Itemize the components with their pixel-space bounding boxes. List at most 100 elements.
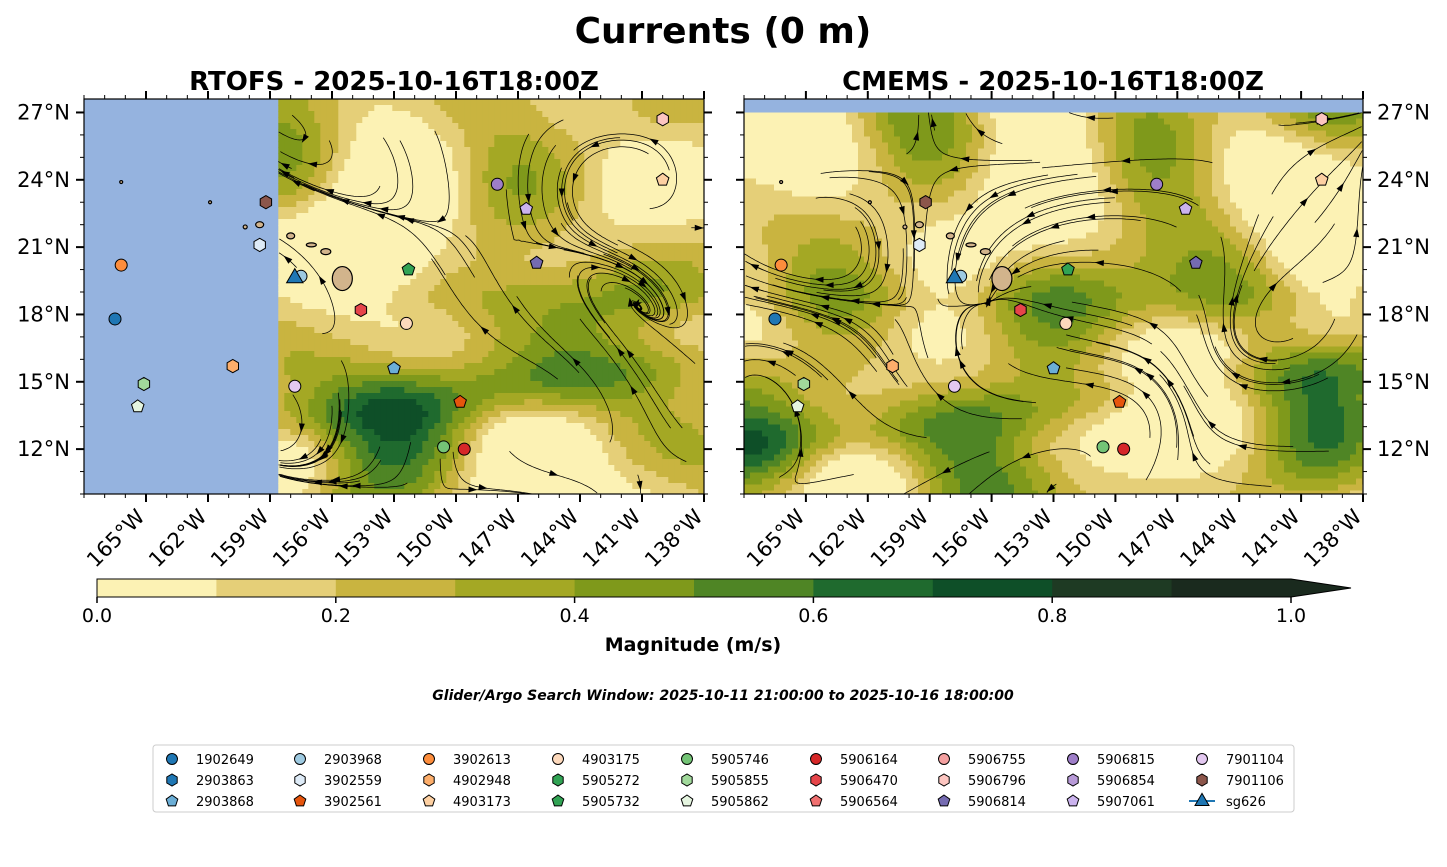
speed-cell xyxy=(332,261,339,268)
speed-cell xyxy=(386,123,393,130)
speed-cell xyxy=(500,465,507,472)
speed-cell xyxy=(608,201,615,208)
speed-cell xyxy=(308,327,315,334)
speed-cell xyxy=(458,201,465,208)
speed-cell xyxy=(674,465,681,472)
speed-cell xyxy=(458,339,465,346)
speed-cell xyxy=(368,351,375,358)
speed-cell xyxy=(578,165,585,172)
speed-cell xyxy=(596,225,603,232)
speed-cell xyxy=(410,375,417,382)
speed-cell xyxy=(602,225,609,232)
speed-cell xyxy=(530,225,537,232)
speed-cell xyxy=(554,279,561,286)
speed-cell xyxy=(440,411,447,418)
speed-cell xyxy=(614,291,621,298)
speed-cell xyxy=(362,123,369,130)
speed-cell xyxy=(560,405,567,412)
speed-cell xyxy=(458,225,465,232)
speed-cell xyxy=(290,471,297,478)
speed-cell xyxy=(668,381,675,388)
speed-cell xyxy=(386,417,393,424)
speed-cell xyxy=(650,183,657,190)
speed-cell xyxy=(626,465,633,472)
speed-cell xyxy=(680,273,687,280)
speed-cell xyxy=(530,189,537,196)
speed-cell xyxy=(548,99,555,106)
speed-cell xyxy=(296,219,303,226)
speed-cell xyxy=(524,441,531,448)
speed-cell xyxy=(368,321,375,328)
speed-cell xyxy=(452,477,459,484)
speed-cell xyxy=(614,165,621,172)
speed-cell xyxy=(536,129,543,136)
speed-cell xyxy=(554,237,561,244)
speed-cell xyxy=(428,381,435,388)
speed-cell xyxy=(350,441,357,448)
speed-cell xyxy=(368,465,375,472)
speed-cell xyxy=(584,489,591,496)
speed-cell xyxy=(380,153,387,160)
speed-cell xyxy=(530,381,537,388)
speed-cell xyxy=(584,375,591,382)
speed-cell xyxy=(476,141,483,148)
speed-cell xyxy=(380,381,387,388)
speed-cell xyxy=(410,477,417,484)
speed-cell xyxy=(512,393,519,400)
speed-cell xyxy=(542,363,549,370)
speed-cell xyxy=(368,315,375,322)
speed-contours xyxy=(744,113,1369,498)
speed-cell xyxy=(440,129,447,136)
speed-cell xyxy=(668,351,675,358)
speed-cell xyxy=(614,159,621,166)
speed-cell xyxy=(398,333,405,340)
speed-cell xyxy=(374,99,381,106)
speed-cell xyxy=(416,399,423,406)
speed-cell xyxy=(338,345,345,352)
speed-cell xyxy=(572,375,579,382)
speed-cell xyxy=(674,195,681,202)
speed-cell xyxy=(482,267,489,274)
speed-cell xyxy=(326,465,333,472)
speed-cell xyxy=(284,417,291,424)
speed-cell xyxy=(446,255,453,262)
speed-cell xyxy=(278,477,285,484)
speed-cell xyxy=(362,177,369,184)
speed-cell xyxy=(350,99,357,106)
speed-cell xyxy=(602,375,609,382)
speed-cell xyxy=(398,123,405,130)
speed-cell xyxy=(368,117,375,124)
speed-cell xyxy=(524,453,531,460)
speed-cell xyxy=(290,213,297,220)
speed-cell xyxy=(530,285,537,292)
speed-cell xyxy=(476,177,483,184)
speed-cell xyxy=(452,225,459,232)
speed-cell xyxy=(554,387,561,394)
speed-cell xyxy=(422,315,429,322)
speed-cell xyxy=(578,471,585,478)
speed-cell xyxy=(614,99,621,106)
speed-cell xyxy=(338,237,345,244)
speed-cell xyxy=(302,483,309,490)
speed-cell xyxy=(560,483,567,490)
speed-cell xyxy=(530,111,537,118)
speed-cell xyxy=(356,177,363,184)
speed-cell xyxy=(692,243,699,250)
speed-cell xyxy=(536,219,543,226)
speed-cell xyxy=(398,279,405,286)
speed-cell xyxy=(512,105,519,112)
speed-cell xyxy=(542,453,549,460)
speed-cell xyxy=(512,357,519,364)
speed-cell xyxy=(668,333,675,340)
speed-cell xyxy=(416,285,423,292)
speed-cell xyxy=(446,363,453,370)
speed-cell xyxy=(500,237,507,244)
speed-cell xyxy=(482,189,489,196)
speed-cell xyxy=(590,165,597,172)
speed-cell xyxy=(470,171,477,178)
speed-cell xyxy=(458,111,465,118)
speed-cell xyxy=(296,189,303,196)
speed-cell xyxy=(380,429,387,436)
speed-cell xyxy=(626,309,633,316)
speed-cell xyxy=(518,387,525,394)
